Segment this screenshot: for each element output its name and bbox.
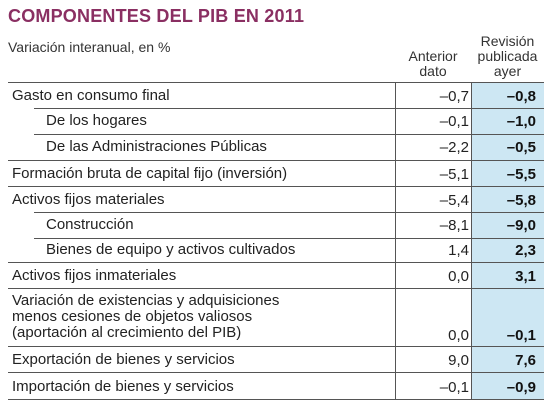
value-anterior: 9,0: [448, 352, 469, 369]
revision-column-highlight: [471, 82, 544, 400]
row-label-line: (aportación al crecimiento del PIB): [12, 324, 242, 341]
value-revision: –0,1: [506, 327, 536, 344]
value-revision: 3,1: [515, 268, 536, 285]
value-revision: –9,0: [506, 217, 536, 234]
table-row: Formación bruta de capital fijo (inversi…: [8, 160, 544, 186]
row-label-line: menos cesiones de objetos valiosos: [12, 308, 253, 325]
table-row: Activos fijos inmateriales 0,0 3,1: [8, 262, 544, 288]
value-anterior: –8,1: [439, 217, 469, 234]
row-label-line: Variación de existencias y adquisiciones: [12, 292, 280, 309]
value-revision: 7,6: [515, 352, 536, 369]
table-row: Construcción –8,1 –9,0: [8, 212, 544, 238]
row-label: Formación bruta de capital fijo (inversi…: [12, 165, 288, 182]
row-divider: [34, 212, 544, 213]
row-label: Activos fijos materiales: [12, 191, 165, 208]
value-anterior: –0,1: [439, 379, 469, 396]
column-divider-anterior: [395, 82, 396, 400]
value-revision: –5,5: [506, 166, 536, 183]
value-anterior: 0,0: [448, 268, 469, 285]
row-label: Gasto en consumo final: [12, 87, 170, 104]
value-anterior: –0,1: [439, 113, 469, 130]
table-row: Exportación de bienes y servicios 9,0 7,6: [8, 346, 544, 372]
table-row: De las Administraciones Públicas –2,2 –0,5: [8, 134, 544, 160]
header-revision-line2: publicada: [477, 48, 538, 64]
table-row: De los hogares –0,1 –1,0: [8, 108, 544, 134]
value-revision: 2,3: [515, 242, 536, 259]
header-revision: Revisión publicada ayer: [471, 34, 544, 79]
table-row: Bienes de equipo y activos cultivados 1,4…: [8, 238, 544, 262]
header-revision-line1: Revisión: [480, 33, 535, 49]
value-anterior: –5,1: [439, 166, 469, 183]
table-row: Variación de existencias y adquisiciones…: [8, 288, 544, 346]
row-label: Activos fijos inmateriales: [12, 267, 177, 284]
header-anterior-dato: Anterior dato: [395, 49, 471, 79]
value-anterior: –0,7: [439, 88, 469, 105]
value-anterior: –5,4: [439, 192, 469, 209]
value-revision: –0,8: [506, 88, 536, 105]
table-title: COMPONENTES DEL PIB EN 2011: [8, 6, 305, 26]
table-row: Gasto en consumo final –0,7 –0,8: [8, 82, 544, 108]
table-row: Activos fijos materiales –5,4 –5,8: [8, 186, 544, 212]
column-divider-revision: [471, 82, 472, 400]
row-label: De los hogares: [46, 112, 147, 129]
row-divider: [34, 238, 544, 239]
row-label: Variación de existencias y adquisiciones…: [12, 293, 279, 341]
table-row: Importación de bienes y servicios –0,1 –0,…: [8, 372, 544, 400]
value-anterior: 1,4: [448, 242, 469, 259]
header-anterior-line1: Anterior: [408, 48, 458, 64]
header-revision-line3: ayer: [493, 63, 522, 79]
value-revision: –1,0: [506, 113, 536, 130]
row-divider: [34, 108, 544, 109]
row-divider: [34, 134, 544, 135]
value-revision: –0,9: [506, 379, 536, 396]
row-label: Construcción: [46, 216, 134, 233]
value-anterior: –2,2: [439, 139, 469, 156]
row-label: Bienes de equipo y activos cultivados: [46, 241, 296, 258]
row-label: Importación de bienes y servicios: [12, 378, 234, 395]
value-revision: –0,5: [506, 139, 536, 156]
row-label: Exportación de bienes y servicios: [12, 351, 235, 368]
row-label: De las Administraciones Públicas: [46, 138, 267, 155]
value-revision: –5,8: [506, 192, 536, 209]
value-anterior: 0,0: [448, 327, 469, 344]
header-anterior-line2: dato: [419, 63, 447, 79]
table-subtitle: Variación interanual, en %: [8, 39, 171, 55]
